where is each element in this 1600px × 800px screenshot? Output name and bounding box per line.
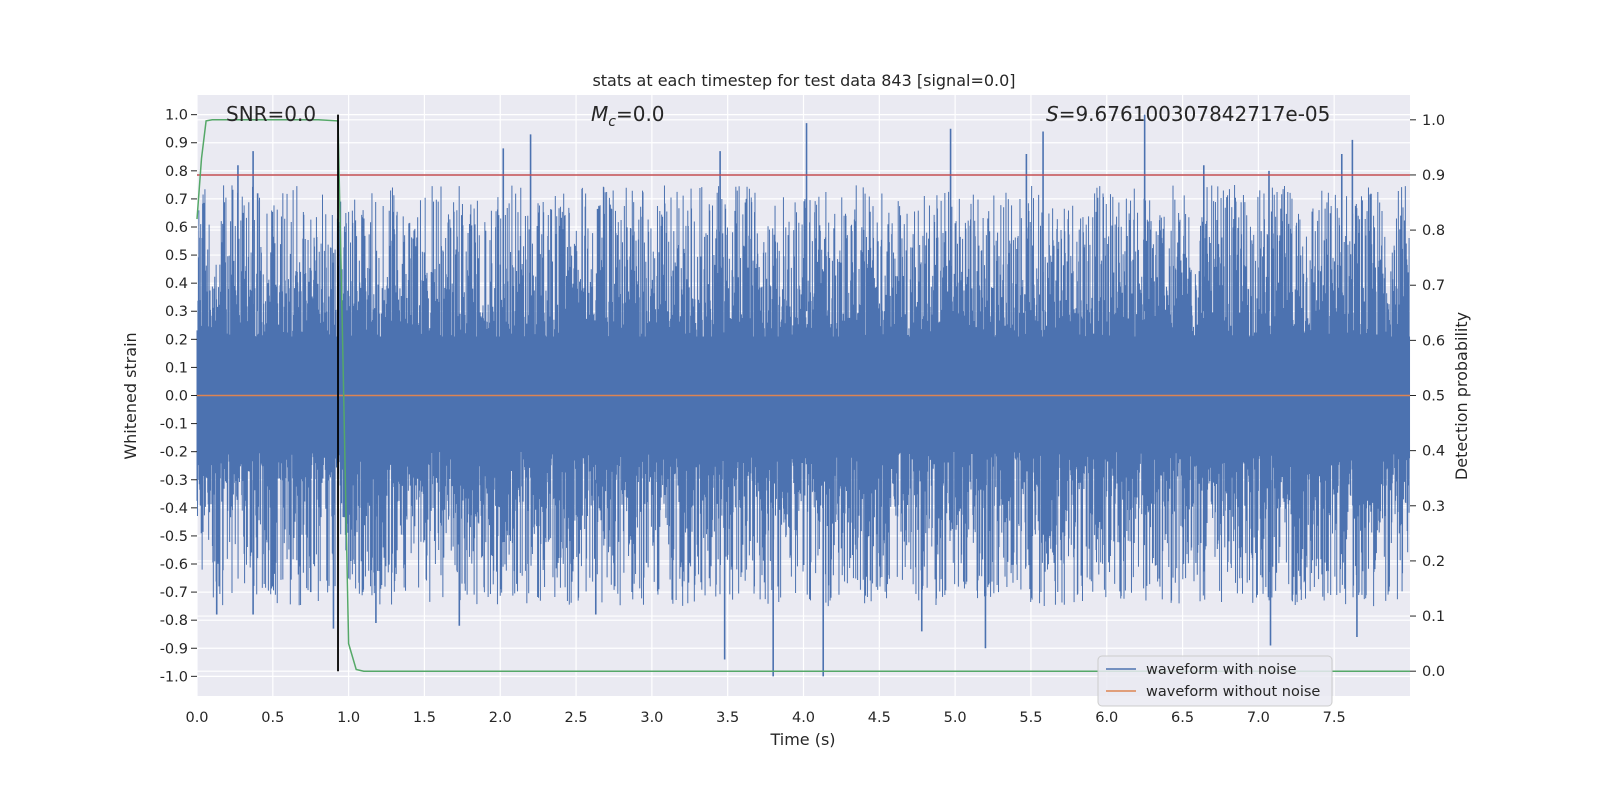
x-tick-label: 1.5 (413, 710, 436, 726)
y-tick-label: 0.7 (165, 192, 188, 208)
x-tick-label: 5.5 (1019, 710, 1042, 726)
chirp-mass-annotation: Mc=0.0 (591, 102, 665, 130)
legend-label-noise: waveform with noise (1146, 662, 1297, 678)
y-tick-label: 0.4 (165, 276, 188, 292)
y-right-tick-label: 0.2 (1422, 554, 1445, 570)
y-tick-label: 0.9 (165, 136, 188, 152)
y-tick-label: 0.8 (165, 164, 188, 180)
y-tick-label: -0.7 (160, 585, 188, 601)
y-tick-label: -0.5 (160, 529, 188, 545)
y-right-tick-label: 0.9 (1422, 168, 1445, 184)
y-right-tick-label: 0.4 (1422, 444, 1445, 460)
y-tick-label: 0.6 (165, 220, 188, 236)
x-tick-label: 6.0 (1095, 710, 1118, 726)
x-tick-label: 4.0 (792, 710, 815, 726)
chart-title: stats at each timestep for test data 843… (592, 71, 1015, 90)
y-tick-label: -0.3 (160, 473, 188, 489)
y-tick-label: 0.2 (165, 332, 188, 348)
x-tick-label: 3.5 (716, 710, 739, 726)
noise-core-band (197, 336, 1410, 449)
x-tick-label: 0.5 (261, 710, 284, 726)
x-tick-label: 0.0 (185, 710, 208, 726)
y-tick-label: -0.4 (160, 501, 188, 517)
x-tick-label: 7.0 (1247, 710, 1270, 726)
y-right-tick-label: 0.6 (1422, 333, 1445, 349)
axes-layer: 0.0 0.5 1.0 1.5 2.0 2.5 3.0 3.5 4.0 4.5 5.0 5.5 6.0 6… (160, 108, 1445, 726)
s-annotation: S=9.676100307842717e-05 (1046, 102, 1330, 126)
y-right-tick-label: 0.7 (1422, 278, 1445, 294)
chirp-mass-subscript: c (608, 114, 616, 130)
y-right-tick-label: 0.8 (1422, 223, 1445, 239)
x-tick-label: 2.5 (565, 710, 588, 726)
y-tick-label: -0.1 (160, 417, 188, 433)
x-tick-label: 5.0 (944, 710, 967, 726)
x-axis-label: Time (s) (769, 730, 835, 749)
y-tick-label: 0.5 (165, 248, 188, 264)
y-tick-label: -0.2 (160, 445, 188, 461)
snr-annotation: SNR=0.0 (226, 102, 316, 126)
legend: waveform with noise waveform without noi… (1097, 655, 1333, 707)
y-tick-label: -1.0 (160, 669, 188, 685)
x-tick-label: 4.5 (868, 710, 891, 726)
y-axis-label-right: Detection probability (1452, 312, 1471, 480)
s-value: =9.676100307842717e-05 (1059, 102, 1331, 126)
x-tick-label: 6.5 (1171, 710, 1194, 726)
x-tick-label: 3.0 (640, 710, 663, 726)
y-tick-label: -0.6 (160, 557, 188, 573)
y-axis-label-left: Whitened strain (121, 332, 140, 459)
y-right-tick-label: 1.0 (1422, 113, 1445, 129)
y-right-tick-label: 0.5 (1422, 389, 1445, 405)
y-tick-label: -0.8 (160, 613, 188, 629)
y-tick-label: -0.9 (160, 641, 188, 657)
legend-box (1097, 655, 1333, 707)
y-tick-label: 1.0 (165, 108, 188, 124)
s-symbol: S (1046, 102, 1059, 126)
y-tick-label: 0.3 (165, 304, 188, 320)
y-right-tick-label: 0.3 (1422, 499, 1445, 515)
y-tick-label: 0.1 (165, 360, 188, 376)
y-right-tick-label: 0.1 (1422, 609, 1445, 625)
detection-probability-line (196, 119, 1410, 672)
chirp-mass-value: =0.0 (616, 102, 665, 126)
x-tick-label: 2.0 (489, 710, 512, 726)
chirp-mass-symbol: M (591, 102, 608, 126)
x-tick-label: 7.5 (1323, 710, 1346, 726)
legend-label-clean: waveform without noise (1146, 684, 1320, 700)
y-right-tick-label: 0.0 (1422, 664, 1445, 680)
y-tick-label: 0.0 (165, 389, 188, 405)
x-tick-label: 1.0 (337, 710, 360, 726)
waveform-with-noise-series (196, 114, 1411, 677)
